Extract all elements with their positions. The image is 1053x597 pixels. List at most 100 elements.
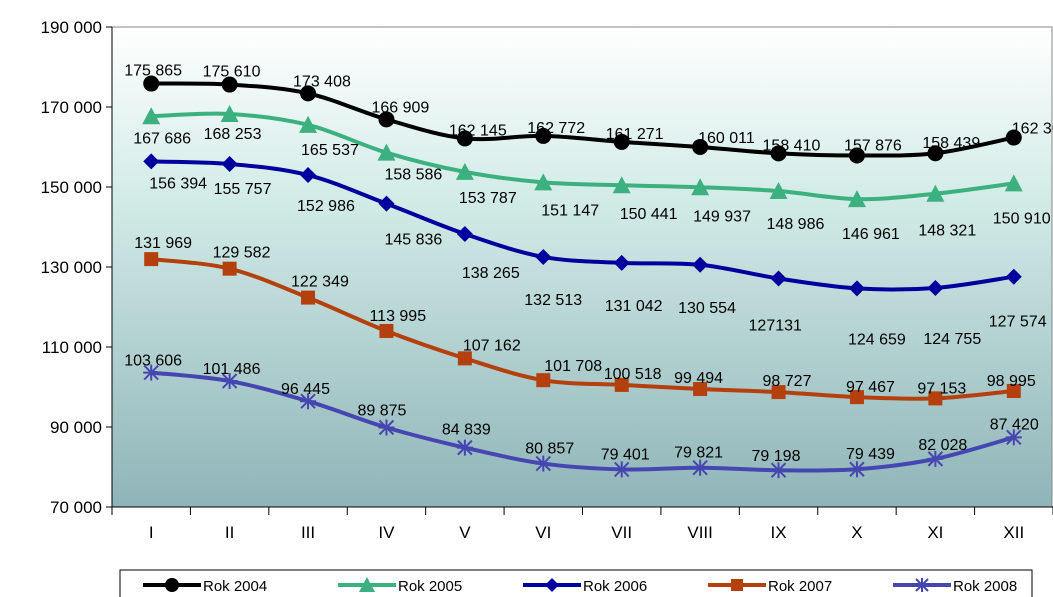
data-point — [300, 85, 317, 102]
data-point — [536, 373, 551, 388]
data-point — [144, 252, 159, 267]
data-label: 150 910 — [993, 210, 1051, 227]
data-point — [142, 107, 161, 125]
data-point — [1005, 268, 1022, 285]
data-point — [299, 115, 318, 133]
data-point — [771, 385, 786, 400]
legend-label: Rok 2004 — [203, 578, 267, 595]
data-label: 101 486 — [203, 361, 261, 378]
data-point — [1004, 174, 1023, 192]
data-point — [849, 390, 864, 405]
y-tick-label: 110 000 — [42, 338, 102, 357]
data-point — [848, 461, 865, 478]
data-point — [928, 391, 943, 406]
data-label: 145 836 — [384, 232, 442, 249]
data-point — [535, 248, 552, 265]
data-point — [456, 130, 473, 147]
series-rok-2008 — [143, 364, 1022, 479]
data-label: 97 153 — [917, 380, 966, 397]
data-label: 157 876 — [844, 137, 902, 154]
data-label: 148 321 — [918, 223, 976, 240]
series-rok-2006 — [143, 153, 1022, 297]
data-label: 156 394 — [149, 175, 207, 192]
x-tick-label: IV — [378, 523, 395, 542]
x-tick-label: III — [301, 523, 315, 542]
data-label: 124 659 — [848, 331, 906, 348]
data-label: 98 727 — [763, 373, 812, 390]
data-point — [614, 377, 629, 392]
data-point — [165, 578, 179, 592]
data-label: 138 265 — [462, 265, 520, 282]
data-label: 173 408 — [293, 73, 351, 90]
data-point — [378, 111, 395, 128]
data-point — [692, 256, 709, 273]
series-rok-2005 — [142, 104, 1023, 208]
data-label: 101 708 — [544, 358, 602, 375]
data-label: 149 937 — [693, 208, 751, 225]
data-point — [1006, 384, 1021, 399]
data-label: 146 961 — [842, 226, 900, 243]
data-label: 148 986 — [767, 216, 825, 233]
legend-label: Rok 2005 — [398, 578, 462, 595]
y-tick-label: 70 000 — [50, 498, 102, 517]
data-label: 127 574 — [989, 314, 1047, 331]
data-point — [613, 254, 630, 271]
data-label: 98 995 — [987, 373, 1036, 390]
data-point — [927, 450, 944, 467]
data-label: 87 420 — [990, 416, 1039, 433]
data-label: 99 494 — [674, 370, 723, 387]
data-point — [534, 173, 553, 191]
data-label: 158 439 — [922, 135, 980, 152]
data-point — [221, 373, 238, 390]
data-point — [612, 176, 631, 194]
data-label: 166 909 — [371, 99, 429, 116]
data-point — [692, 138, 709, 155]
data-point — [378, 195, 395, 212]
data-point — [848, 147, 865, 164]
data-label: 158 410 — [763, 137, 821, 154]
data-point — [300, 167, 317, 184]
data-label: 122 349 — [291, 274, 349, 291]
data-point — [545, 578, 559, 592]
data-point — [915, 578, 929, 592]
data-label: 103 606 — [124, 353, 182, 370]
data-point — [693, 382, 708, 397]
data-label: 175 610 — [203, 64, 261, 81]
data-label: 152 986 — [297, 198, 355, 215]
data-label: 158 586 — [384, 167, 442, 184]
data-label: 89 875 — [357, 403, 406, 420]
data-point — [301, 290, 316, 305]
data-label: 162 145 — [449, 122, 507, 139]
x-tick-label: XI — [927, 523, 943, 542]
data-label: 132 513 — [524, 292, 582, 309]
data-point — [770, 462, 787, 479]
data-point — [143, 75, 160, 92]
data-label: 113 995 — [369, 308, 426, 325]
series-layer — [142, 75, 1023, 479]
data-point — [378, 419, 395, 436]
data-label: 100 518 — [604, 366, 662, 383]
series-rok-2007 — [144, 252, 1021, 406]
data-label: 79 821 — [674, 445, 723, 462]
data-label: 131 969 — [134, 235, 192, 252]
legend-label: Rok 2008 — [953, 578, 1017, 595]
data-labels: 175 865 175 610 173 408 166 909 162 145 162 7… — [124, 63, 1053, 466]
data-label: 130 554 — [678, 300, 736, 317]
data-point — [927, 145, 944, 162]
data-point — [535, 127, 552, 144]
data-point — [770, 270, 787, 287]
data-point — [221, 155, 238, 172]
data-label: 96 445 — [281, 381, 330, 398]
data-point — [456, 439, 473, 456]
data-point — [300, 393, 317, 410]
data-label: 84 839 — [442, 422, 491, 439]
data-point — [927, 279, 944, 296]
data-point — [377, 143, 396, 161]
data-label: 151 147 — [541, 202, 599, 219]
x-tick-label: X — [851, 523, 862, 542]
data-label: 165 537 — [301, 142, 359, 159]
data-point — [457, 351, 472, 366]
y-tick-label: 130 000 — [41, 258, 102, 277]
data-point — [613, 461, 630, 478]
